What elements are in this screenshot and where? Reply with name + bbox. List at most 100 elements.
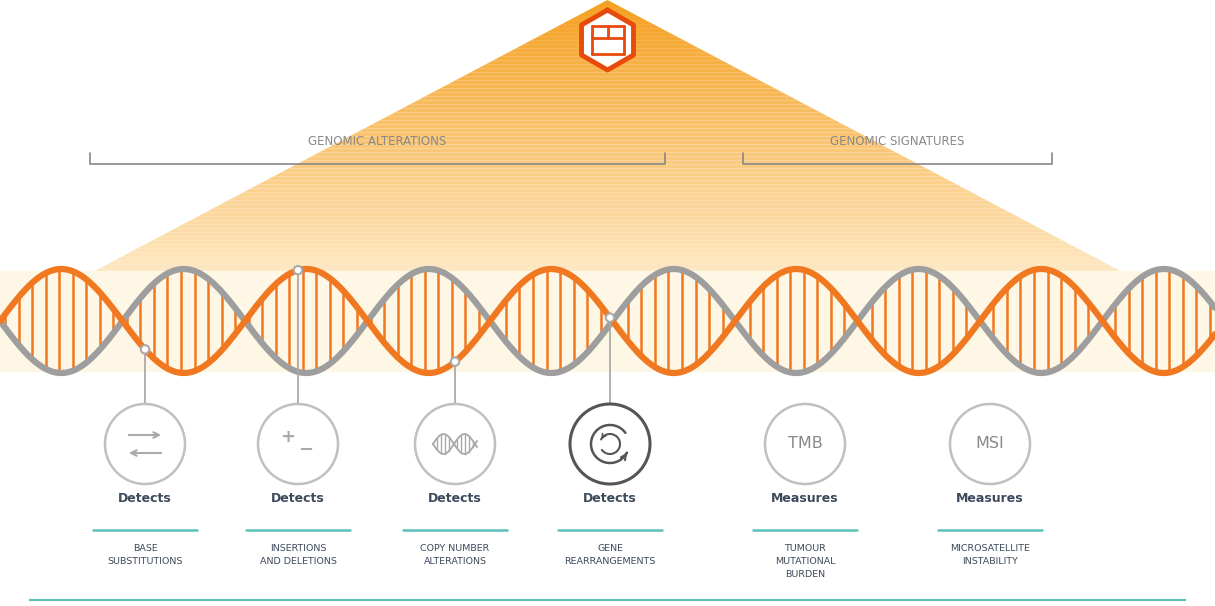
Polygon shape [524, 40, 691, 44]
Polygon shape [582, 10, 633, 70]
Polygon shape [456, 76, 759, 80]
Polygon shape [479, 64, 736, 68]
Polygon shape [570, 16, 645, 20]
Polygon shape [334, 141, 881, 144]
Polygon shape [122, 253, 1094, 257]
Polygon shape [77, 277, 1140, 281]
Polygon shape [205, 208, 1010, 213]
Text: COPY NUMBER
ALTERATIONS: COPY NUMBER ALTERATIONS [420, 544, 490, 566]
Polygon shape [357, 128, 858, 133]
Circle shape [104, 404, 185, 484]
Text: Measures: Measures [772, 491, 838, 505]
Polygon shape [554, 24, 661, 28]
Polygon shape [152, 237, 1063, 241]
Polygon shape [281, 168, 934, 173]
Text: INSERTIONS
AND DELETIONS: INSERTIONS AND DELETIONS [260, 544, 337, 566]
Circle shape [570, 404, 650, 484]
Circle shape [606, 313, 615, 322]
Circle shape [451, 358, 459, 366]
Polygon shape [440, 84, 775, 88]
Polygon shape [311, 153, 904, 156]
Polygon shape [0, 271, 1215, 371]
Polygon shape [409, 101, 806, 104]
Text: GENE
REARRANGEMENTS: GENE REARRANGEMENTS [565, 544, 656, 566]
Polygon shape [425, 92, 790, 96]
Polygon shape [30, 301, 1185, 305]
Text: TMB: TMB [787, 436, 823, 451]
Polygon shape [258, 181, 957, 185]
Polygon shape [296, 161, 919, 164]
Polygon shape [243, 188, 972, 193]
Polygon shape [168, 228, 1047, 233]
Polygon shape [45, 293, 1169, 297]
Circle shape [258, 404, 338, 484]
Polygon shape [448, 80, 767, 84]
Polygon shape [501, 52, 714, 56]
Text: −: − [299, 441, 313, 459]
Polygon shape [198, 213, 1018, 217]
Polygon shape [463, 72, 752, 76]
Text: Detects: Detects [428, 491, 482, 505]
Text: Measures: Measures [956, 491, 1024, 505]
Polygon shape [350, 133, 865, 136]
Polygon shape [137, 245, 1079, 249]
Polygon shape [236, 193, 979, 196]
Text: Detects: Detects [583, 491, 637, 505]
Polygon shape [250, 185, 965, 188]
Text: GENOMIC ALTERATIONS: GENOMIC ALTERATIONS [309, 135, 447, 148]
Polygon shape [273, 173, 942, 176]
Polygon shape [68, 281, 1147, 285]
Polygon shape [289, 164, 927, 168]
Polygon shape [471, 68, 744, 72]
Polygon shape [593, 4, 623, 8]
Circle shape [294, 266, 303, 275]
Polygon shape [327, 144, 888, 148]
Polygon shape [509, 48, 706, 52]
Polygon shape [84, 273, 1131, 277]
Text: Detects: Detects [118, 491, 171, 505]
Circle shape [950, 404, 1030, 484]
Polygon shape [182, 221, 1033, 225]
Polygon shape [228, 196, 987, 201]
Polygon shape [584, 8, 631, 12]
Polygon shape [418, 96, 797, 101]
Polygon shape [364, 124, 850, 128]
Text: TUMOUR
MUTATIONAL
BURDEN: TUMOUR MUTATIONAL BURDEN [775, 544, 835, 579]
Text: +: + [281, 428, 295, 446]
Polygon shape [433, 88, 782, 92]
Polygon shape [547, 28, 668, 32]
Text: MICROSATELLITE
INSTABILITY: MICROSATELLITE INSTABILITY [950, 544, 1030, 566]
Polygon shape [23, 305, 1192, 309]
Polygon shape [114, 257, 1101, 261]
Polygon shape [38, 297, 1177, 301]
Polygon shape [318, 148, 895, 153]
Circle shape [141, 345, 149, 353]
Polygon shape [107, 261, 1108, 265]
Polygon shape [175, 225, 1040, 228]
Polygon shape [532, 36, 683, 40]
Polygon shape [388, 112, 827, 116]
Polygon shape [379, 116, 836, 121]
Polygon shape [145, 241, 1070, 245]
Polygon shape [341, 136, 874, 141]
Text: BASE
SUBSTITUTIONS: BASE SUBSTITUTIONS [107, 544, 182, 566]
Polygon shape [159, 233, 1056, 237]
Text: Detects: Detects [271, 491, 324, 505]
Polygon shape [16, 309, 1199, 313]
Polygon shape [0, 317, 1215, 321]
Polygon shape [577, 12, 638, 16]
Polygon shape [53, 289, 1162, 293]
Polygon shape [220, 201, 995, 205]
Polygon shape [395, 108, 820, 112]
Circle shape [765, 404, 844, 484]
Polygon shape [98, 265, 1117, 269]
Polygon shape [129, 249, 1086, 253]
Polygon shape [516, 44, 699, 48]
Polygon shape [61, 285, 1154, 289]
Polygon shape [190, 217, 1025, 221]
Text: MSI: MSI [976, 436, 1005, 451]
Polygon shape [561, 20, 654, 24]
Polygon shape [7, 313, 1208, 317]
Polygon shape [539, 32, 676, 36]
Polygon shape [304, 156, 911, 161]
